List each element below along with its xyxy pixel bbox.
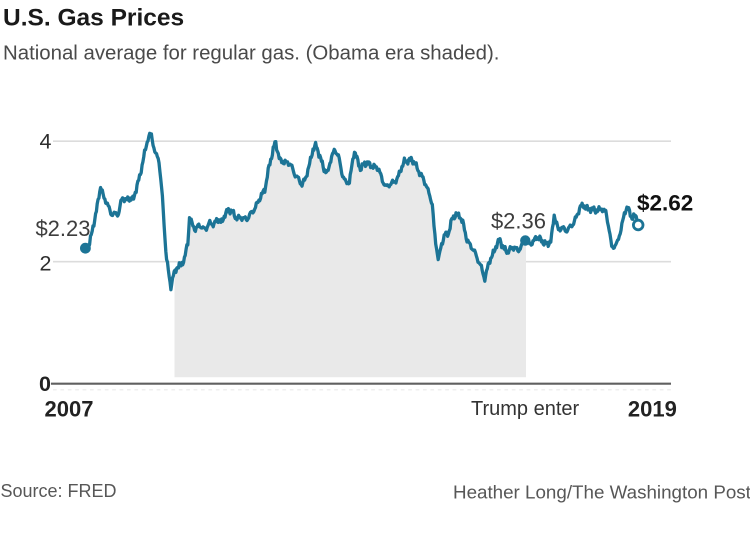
svg-text:2007: 2007 (45, 396, 94, 421)
svg-text:Heather Long/The Washington Po: Heather Long/The Washington Post (453, 482, 750, 503)
svg-text:0: 0 (39, 372, 51, 396)
svg-text:2019: 2019 (628, 396, 677, 421)
svg-text:Trump enter: Trump enter (471, 398, 580, 420)
svg-text:2: 2 (40, 251, 52, 275)
svg-text:4: 4 (40, 129, 52, 153)
svg-text:National average for regular g: National average for regular gas. (Obama… (3, 43, 499, 65)
svg-text:U.S. Gas Prices: U.S. Gas Prices (3, 5, 184, 32)
svg-text:$2.62: $2.62 (637, 191, 693, 216)
svg-text:$2.23: $2.23 (35, 216, 90, 241)
svg-text:$2.36: $2.36 (491, 209, 546, 234)
svg-text:Source: FRED: Source: FRED (1, 481, 117, 501)
